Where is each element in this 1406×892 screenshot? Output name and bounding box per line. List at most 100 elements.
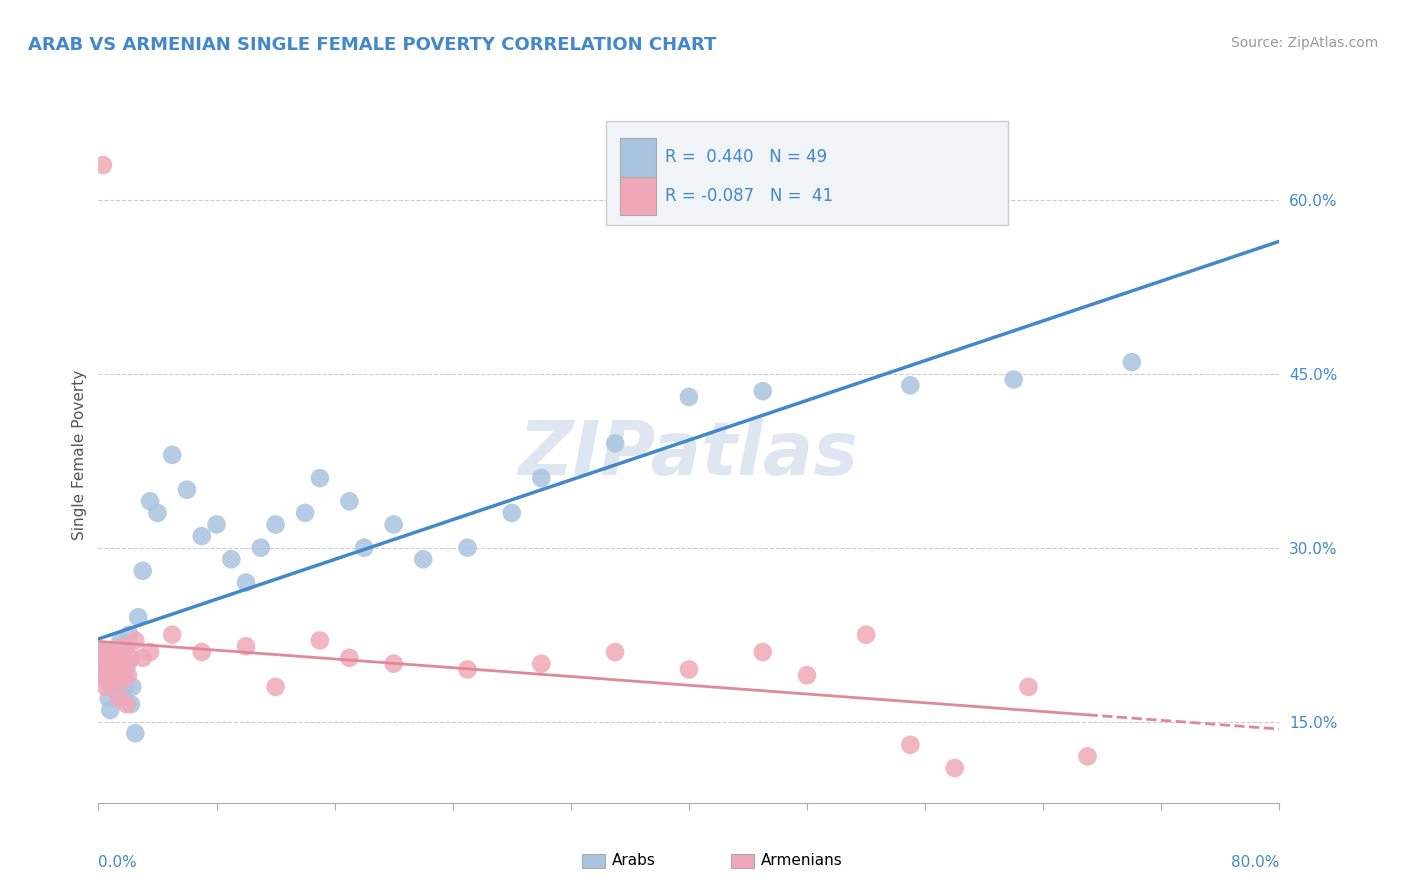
Point xyxy=(98,703,121,717)
Point xyxy=(105,657,128,671)
Point xyxy=(339,651,360,665)
Point xyxy=(108,691,131,706)
Point xyxy=(115,639,138,653)
Point xyxy=(235,639,257,653)
Point xyxy=(1017,680,1039,694)
Point xyxy=(124,726,146,740)
Point xyxy=(456,541,478,555)
Point xyxy=(100,674,122,689)
Point xyxy=(107,668,129,682)
Point xyxy=(353,541,375,555)
Point xyxy=(382,657,405,671)
Point xyxy=(112,639,135,653)
Point xyxy=(382,517,405,532)
Point xyxy=(339,494,360,508)
Point xyxy=(139,494,162,508)
Point xyxy=(605,645,627,659)
Bar xyxy=(620,138,655,177)
Point xyxy=(678,662,700,676)
Point xyxy=(1077,749,1099,764)
Point xyxy=(943,761,966,775)
Point xyxy=(103,662,125,676)
Point xyxy=(104,645,127,659)
Point xyxy=(120,698,142,712)
Point xyxy=(162,628,183,642)
Point xyxy=(855,628,877,642)
Y-axis label: Single Female Poverty: Single Female Poverty xyxy=(72,370,87,540)
Point xyxy=(235,575,257,590)
Point xyxy=(97,691,120,706)
Text: Armenians: Armenians xyxy=(761,854,842,868)
FancyBboxPatch shape xyxy=(606,121,1008,226)
Point xyxy=(100,680,122,694)
Point xyxy=(751,645,773,659)
Point xyxy=(250,541,273,555)
Point xyxy=(176,483,198,497)
Point xyxy=(530,657,553,671)
Point xyxy=(132,564,155,578)
Point xyxy=(91,158,114,172)
Point xyxy=(120,651,142,665)
Point xyxy=(605,436,627,450)
Point xyxy=(112,668,135,682)
Point xyxy=(132,651,155,665)
Point xyxy=(309,633,332,648)
Point xyxy=(104,668,127,682)
Point xyxy=(98,645,121,659)
Point xyxy=(796,668,818,682)
Point xyxy=(94,657,117,671)
Point xyxy=(1121,355,1143,369)
Text: ZIPatlas: ZIPatlas xyxy=(519,418,859,491)
Text: 80.0%: 80.0% xyxy=(1232,855,1279,870)
Point xyxy=(105,645,128,659)
Point xyxy=(191,529,214,543)
Point xyxy=(91,645,114,659)
Point xyxy=(530,471,553,485)
Point xyxy=(94,680,117,694)
Point xyxy=(108,685,131,699)
Point xyxy=(110,633,132,648)
Point xyxy=(103,657,125,671)
Point xyxy=(139,645,162,659)
Point xyxy=(162,448,183,462)
Point xyxy=(191,645,214,659)
Point xyxy=(118,628,141,642)
Point xyxy=(900,378,922,392)
Point xyxy=(205,517,228,532)
Text: 0.0%: 0.0% xyxy=(98,855,138,870)
Point xyxy=(900,738,922,752)
Point xyxy=(111,674,134,689)
Point xyxy=(309,471,332,485)
Point xyxy=(90,645,112,659)
Point xyxy=(97,662,120,676)
Point xyxy=(221,552,243,566)
Point xyxy=(127,610,149,624)
Point xyxy=(501,506,523,520)
Text: Arabs: Arabs xyxy=(612,854,655,868)
Point xyxy=(264,680,287,694)
Point xyxy=(117,657,139,671)
Point xyxy=(456,662,478,676)
Point xyxy=(93,668,115,682)
Point xyxy=(111,651,134,665)
Point xyxy=(117,668,139,682)
Point xyxy=(412,552,434,566)
Point xyxy=(110,651,132,665)
Point xyxy=(264,517,287,532)
Text: R =  0.440   N = 49: R = 0.440 N = 49 xyxy=(665,148,828,167)
Point xyxy=(114,657,136,671)
Point xyxy=(96,674,118,689)
Text: R = -0.087   N =  41: R = -0.087 N = 41 xyxy=(665,187,834,205)
Point xyxy=(121,680,143,694)
Text: Source: ZipAtlas.com: Source: ZipAtlas.com xyxy=(1230,36,1378,50)
Point xyxy=(107,662,129,676)
Point xyxy=(294,506,316,520)
Text: ARAB VS ARMENIAN SINGLE FEMALE POVERTY CORRELATION CHART: ARAB VS ARMENIAN SINGLE FEMALE POVERTY C… xyxy=(28,36,717,54)
Point xyxy=(1002,373,1025,387)
Point xyxy=(114,680,136,694)
Point xyxy=(115,698,138,712)
Point xyxy=(146,506,169,520)
Point xyxy=(96,657,118,671)
Point xyxy=(93,668,115,682)
Point xyxy=(751,384,773,398)
